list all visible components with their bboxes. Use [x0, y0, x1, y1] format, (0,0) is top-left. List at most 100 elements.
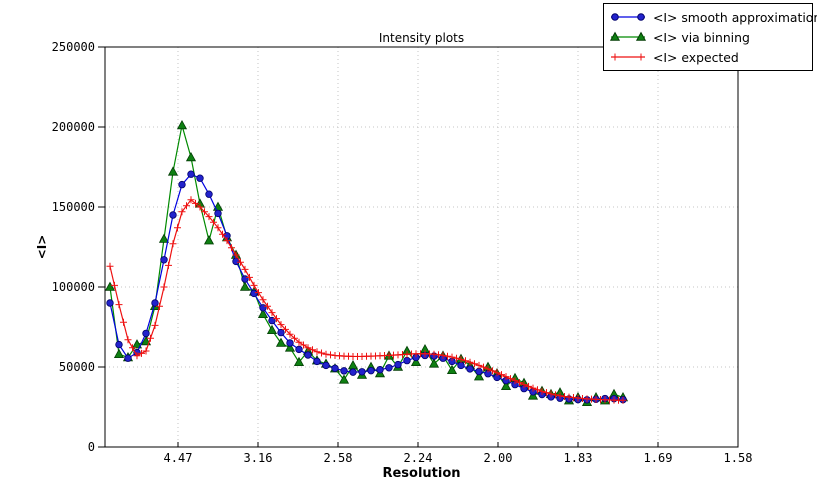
data-point-plus [529, 384, 537, 392]
data-point-plus [124, 336, 132, 344]
legend-item-via-binning: <I> via binning [609, 27, 807, 47]
data-point-circle [241, 275, 249, 283]
legend-item-expected: <I> expected [609, 47, 807, 67]
data-point-plus [173, 224, 181, 232]
data-point-plus [542, 389, 550, 397]
data-point-plus [218, 230, 226, 238]
data-point-plus [551, 391, 559, 399]
data-point-plus [142, 347, 150, 355]
legend-marker [635, 31, 647, 41]
series-line-1 [109, 125, 624, 403]
data-point-triangle [140, 335, 152, 346]
legend-marker [611, 53, 619, 61]
data-point-circle [106, 299, 114, 307]
data-point-plus [538, 387, 546, 395]
x-tick-label: 1.69 [644, 451, 673, 465]
data-point-plus [493, 369, 501, 377]
data-point-plus [205, 213, 213, 221]
data-point-circle [466, 365, 474, 373]
data-point-plus [506, 375, 514, 383]
data-point-circle [331, 364, 339, 372]
legend-marker [637, 53, 645, 61]
data-point-plus [196, 203, 204, 211]
data-point-plus [254, 289, 262, 297]
data-point-plus [259, 296, 267, 304]
data-point-plus [209, 218, 217, 226]
x-tick-label: 1.58 [724, 451, 753, 465]
data-point-plus [286, 330, 294, 338]
data-point-plus [443, 352, 451, 360]
data-point-triangle [203, 235, 215, 245]
data-point-plus [281, 325, 289, 333]
data-point-plus [214, 224, 222, 232]
legend-marker [609, 31, 621, 41]
data-point-triangle [185, 151, 197, 162]
data-point-circle [160, 256, 168, 264]
data-point-circle [250, 289, 258, 298]
data-point-plus [106, 262, 114, 270]
data-point-plus [160, 283, 168, 291]
data-point-circle [214, 209, 222, 218]
data-point-circle [367, 366, 375, 375]
legend-label: <I> expected [653, 49, 739, 65]
data-point-plus [511, 377, 519, 385]
data-point-plus [466, 358, 474, 366]
data-point-circle [286, 339, 294, 347]
data-point-triangle [257, 308, 269, 318]
legend-marker [611, 13, 619, 21]
data-point-plus [304, 344, 312, 352]
data-point-circle [457, 361, 465, 370]
chart-title: Intensity plots [378, 31, 465, 45]
data-point-plus [241, 265, 249, 273]
data-point-circle [124, 354, 132, 362]
data-point-plus [461, 357, 469, 365]
data-point-plus [497, 371, 505, 379]
data-point-plus [470, 360, 478, 368]
x-axis-label: Resolution [382, 466, 461, 481]
data-point-circle [394, 360, 402, 369]
data-point-circle [115, 340, 123, 349]
data-point-circle [277, 328, 285, 337]
x-tick-label: 3.16 [244, 451, 273, 465]
data-point-triangle [500, 380, 512, 390]
data-point-plus [146, 334, 154, 342]
data-point-plus [223, 237, 231, 245]
data-point-circle [322, 361, 330, 370]
data-point-triangle [131, 339, 143, 349]
data-point-plus [502, 373, 510, 381]
data-point-triangle [113, 348, 125, 358]
data-point-circle [304, 351, 312, 359]
data-point-plus [479, 363, 487, 371]
legend-sample-triangle-icon [609, 31, 647, 41]
legend-marker [637, 13, 645, 21]
data-point-plus [250, 281, 258, 289]
data-point-circle [187, 170, 195, 178]
data-point-plus [128, 344, 136, 352]
data-point-triangle [176, 119, 188, 130]
plot-frame [104, 46, 739, 448]
data-point-plus [290, 334, 298, 342]
data-point-plus [115, 301, 123, 309]
data-point-circle [475, 367, 483, 376]
data-point-plus [119, 318, 127, 326]
data-point-plus [488, 367, 496, 375]
data-point-circle [178, 180, 186, 189]
data-point-triangle [338, 374, 350, 384]
data-point-triangle [284, 342, 296, 352]
y-axis-label: <I> [35, 234, 49, 260]
data-point-plus [232, 251, 240, 259]
data-point-plus [430, 350, 438, 358]
data-point-circle [295, 345, 303, 354]
data-point-plus [245, 273, 253, 281]
data-point-plus [515, 379, 523, 387]
data-point-plus [484, 365, 492, 373]
data-point-plus [227, 244, 235, 252]
y-tick-label: 250000 [52, 40, 95, 54]
data-point-plus [299, 341, 307, 349]
legend-item-smooth-approximation: <I> smooth approximation [609, 7, 817, 27]
data-point-circle [142, 329, 150, 338]
data-point-circle [169, 211, 177, 219]
data-point-plus [164, 261, 172, 269]
